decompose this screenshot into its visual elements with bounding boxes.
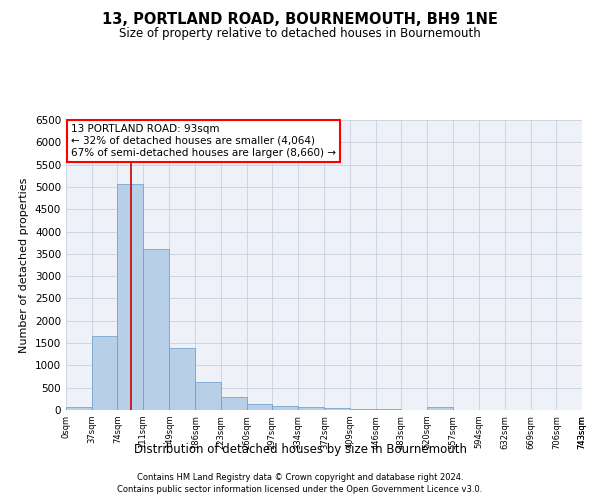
Bar [66,406,92,410]
Y-axis label: Number of detached properties: Number of detached properties [19,178,29,352]
Bar [298,406,325,410]
Text: 13, PORTLAND ROAD, BOURNEMOUTH, BH9 1NE: 13, PORTLAND ROAD, BOURNEMOUTH, BH9 1NE [102,12,498,28]
Text: Size of property relative to detached houses in Bournemouth: Size of property relative to detached ho… [119,28,481,40]
Bar [221,397,247,410]
Text: Contains HM Land Registry data © Crown copyright and database right 2024.: Contains HM Land Registry data © Crown c… [137,473,463,482]
Bar [247,404,272,410]
Bar [272,406,298,410]
Bar [427,406,453,410]
Bar [169,348,195,410]
Bar [118,184,143,410]
Text: Distribution of detached houses by size in Bournemouth: Distribution of detached houses by size … [133,444,467,456]
Bar [195,382,221,410]
Bar [350,408,376,410]
Bar [376,409,401,410]
Bar [143,250,169,410]
Text: 13 PORTLAND ROAD: 93sqm
← 32% of detached houses are smaller (4,064)
67% of semi: 13 PORTLAND ROAD: 93sqm ← 32% of detache… [71,124,336,158]
Text: Contains public sector information licensed under the Open Government Licence v3: Contains public sector information licen… [118,486,482,494]
Bar [92,336,118,410]
Bar [325,408,350,410]
